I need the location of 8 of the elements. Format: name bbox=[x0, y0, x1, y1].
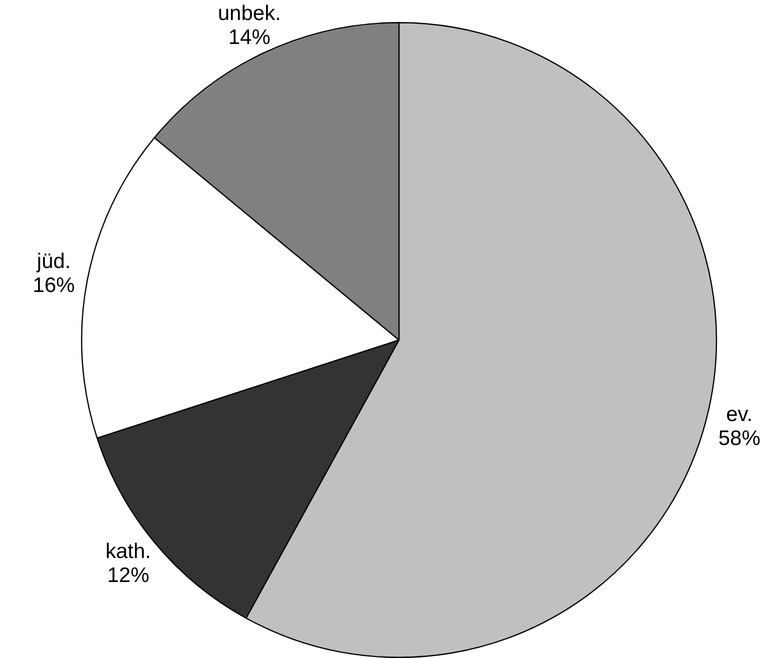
slice-label: ev. bbox=[726, 403, 753, 426]
slice-label: kath. bbox=[105, 540, 152, 563]
data-label: 14% bbox=[228, 26, 270, 49]
data-label: 58% bbox=[718, 427, 760, 450]
data-label: 12% bbox=[107, 564, 150, 587]
slice-label: jüd. bbox=[36, 250, 71, 273]
slice-label: unbek. bbox=[218, 2, 281, 25]
data-label: 16% bbox=[32, 274, 75, 297]
